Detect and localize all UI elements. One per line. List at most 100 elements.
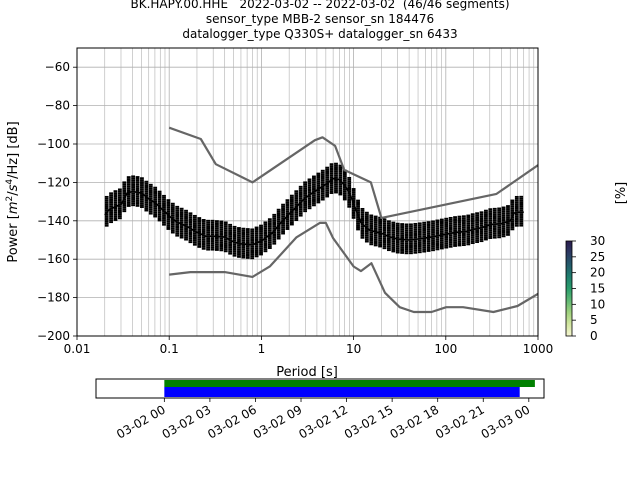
heatmap-cell [316, 189, 321, 192]
heatmap-cell [444, 229, 449, 232]
heatmap-cell [245, 249, 250, 252]
heatmap-cell [148, 185, 153, 188]
heatmap-cell [501, 212, 506, 215]
heatmap-cell [276, 214, 281, 217]
heatmap-cell [351, 214, 356, 217]
heatmap-cell [519, 203, 524, 206]
heatmap-cell [360, 234, 365, 237]
heatmap-cell [391, 240, 396, 243]
heatmap-cell [197, 230, 202, 233]
heatmap-cell [113, 197, 118, 200]
heatmap-cell [360, 217, 365, 220]
heatmap-cell [457, 219, 462, 222]
heatmap-cell [104, 222, 109, 225]
heatmap-cell [514, 209, 519, 212]
heatmap-cell [431, 220, 435, 223]
heatmap-cell [510, 226, 515, 229]
heatmap-cell [356, 201, 360, 204]
heatmap-cell [175, 207, 180, 210]
heatmap-cell [475, 221, 480, 224]
nlnm-curve [169, 221, 538, 314]
heatmap-cell [122, 194, 127, 197]
heatmap-cell [126, 180, 131, 182]
heatmap-cell [395, 226, 400, 229]
heatmap-cell [387, 229, 391, 232]
heatmap-cell [179, 215, 184, 218]
heatmap-cell [351, 188, 356, 190]
heatmap-cell [519, 218, 524, 221]
heatmap-cell [426, 232, 431, 235]
heatmap-cell [126, 178, 131, 181]
heatmap-cell [506, 214, 510, 217]
y-axis-label: Power [m2/s4/Hz] [dB] [5, 121, 21, 262]
heatmap-cell [188, 239, 193, 242]
heatmap-cell [215, 241, 219, 244]
heatmap-cell [197, 220, 202, 223]
heatmap-cell [109, 213, 113, 216]
heatmap-cell [250, 247, 255, 250]
heatmap-cell [356, 218, 360, 221]
heatmap-cell [312, 187, 316, 189]
heatmap-cell [484, 217, 488, 220]
heatmap-cell [109, 215, 113, 218]
heatmap-cell [439, 220, 444, 223]
heatmap-cell [263, 240, 268, 243]
heatmap-cell [303, 206, 308, 209]
heatmap-cell [148, 210, 153, 213]
y-tick-label: −200 [37, 329, 70, 343]
heatmap-cell [360, 236, 365, 239]
heatmap-cell [329, 190, 334, 193]
heatmap-cell [475, 218, 480, 220]
heatmap-cell [157, 219, 162, 222]
heatmap-cell [126, 176, 131, 179]
heatmap-cell [303, 187, 308, 190]
heatmap-cell [175, 223, 180, 226]
heatmap-cell [492, 219, 497, 222]
heatmap-cell [431, 245, 435, 248]
heatmap-cell [514, 213, 519, 216]
heatmap-cell [289, 223, 294, 226]
heatmap-cell [378, 222, 382, 225]
y-label-part: 4 [5, 179, 15, 185]
heatmap-cell [378, 218, 382, 221]
heatmap-cell [325, 191, 330, 194]
heatmap-cell [201, 247, 206, 250]
heatmap-cell [312, 185, 316, 188]
heatmap-cell [356, 205, 360, 208]
heatmap-cell [444, 217, 449, 220]
heatmap-cell [153, 213, 158, 216]
heatmap-cell [303, 204, 308, 207]
heatmap-cell [263, 232, 268, 235]
heatmap-cell [316, 199, 321, 202]
heatmap-cell [263, 223, 268, 226]
heatmap-cell [492, 225, 497, 228]
heatmap-cell [409, 225, 413, 228]
heatmap-cell [444, 219, 449, 222]
availability-tick-label: 03-02 00 [114, 402, 168, 441]
heatmap-cell [435, 223, 440, 226]
heatmap-cell [382, 247, 387, 250]
heatmap-cell [338, 166, 343, 169]
heatmap-cell [245, 231, 250, 234]
heatmap-cell [272, 219, 277, 222]
heatmap-cell [250, 255, 255, 258]
heatmap-cell [285, 208, 290, 211]
heatmap-cell [488, 235, 493, 238]
heatmap-cell [175, 213, 180, 216]
heatmap-cell [426, 223, 431, 226]
heatmap-cell [492, 215, 497, 218]
heatmap-cell [215, 229, 219, 232]
heatmap-cell [281, 230, 285, 233]
heatmap-cell [259, 228, 263, 231]
heatmap-cell [466, 239, 471, 242]
heatmap-cell [334, 180, 338, 182]
heatmap-cell [267, 227, 272, 230]
heatmap-cell [444, 235, 449, 237]
heatmap-cell [126, 203, 131, 205]
heatmap-cell [448, 224, 453, 227]
heatmap-cell [113, 213, 118, 216]
heatmap-cell [215, 227, 219, 230]
heatmap-cell [232, 231, 237, 234]
heatmap-cell [166, 218, 171, 221]
